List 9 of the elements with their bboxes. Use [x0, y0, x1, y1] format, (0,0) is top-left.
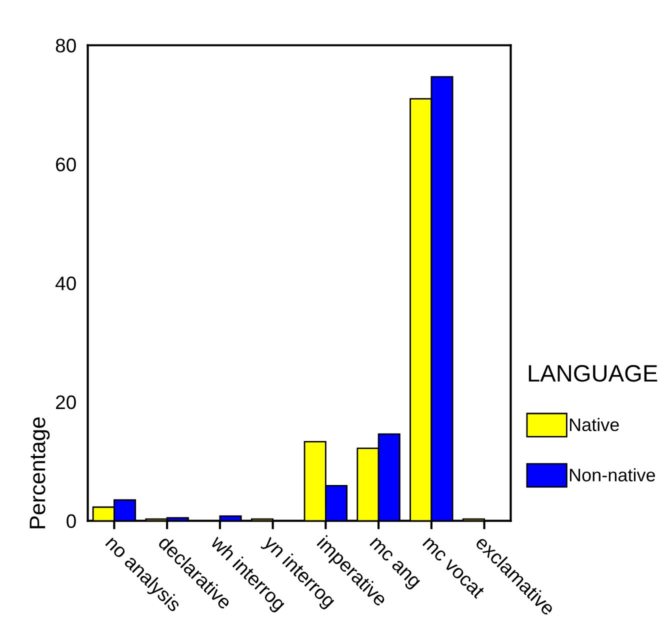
y-tick-label: 40 — [55, 276, 76, 290]
legend-label: Non-native — [570, 468, 656, 482]
y-tick-label: 0 — [66, 514, 76, 528]
y-tick-label: 60 — [56, 158, 76, 172]
legend-label: Native — [570, 418, 619, 432]
y-axis-title: Percentage — [30, 417, 50, 528]
y-tick-label: 20 — [56, 395, 76, 410]
legend-title: LANGUAGE — [528, 365, 658, 382]
y-tick-label: 80 — [56, 38, 76, 52]
